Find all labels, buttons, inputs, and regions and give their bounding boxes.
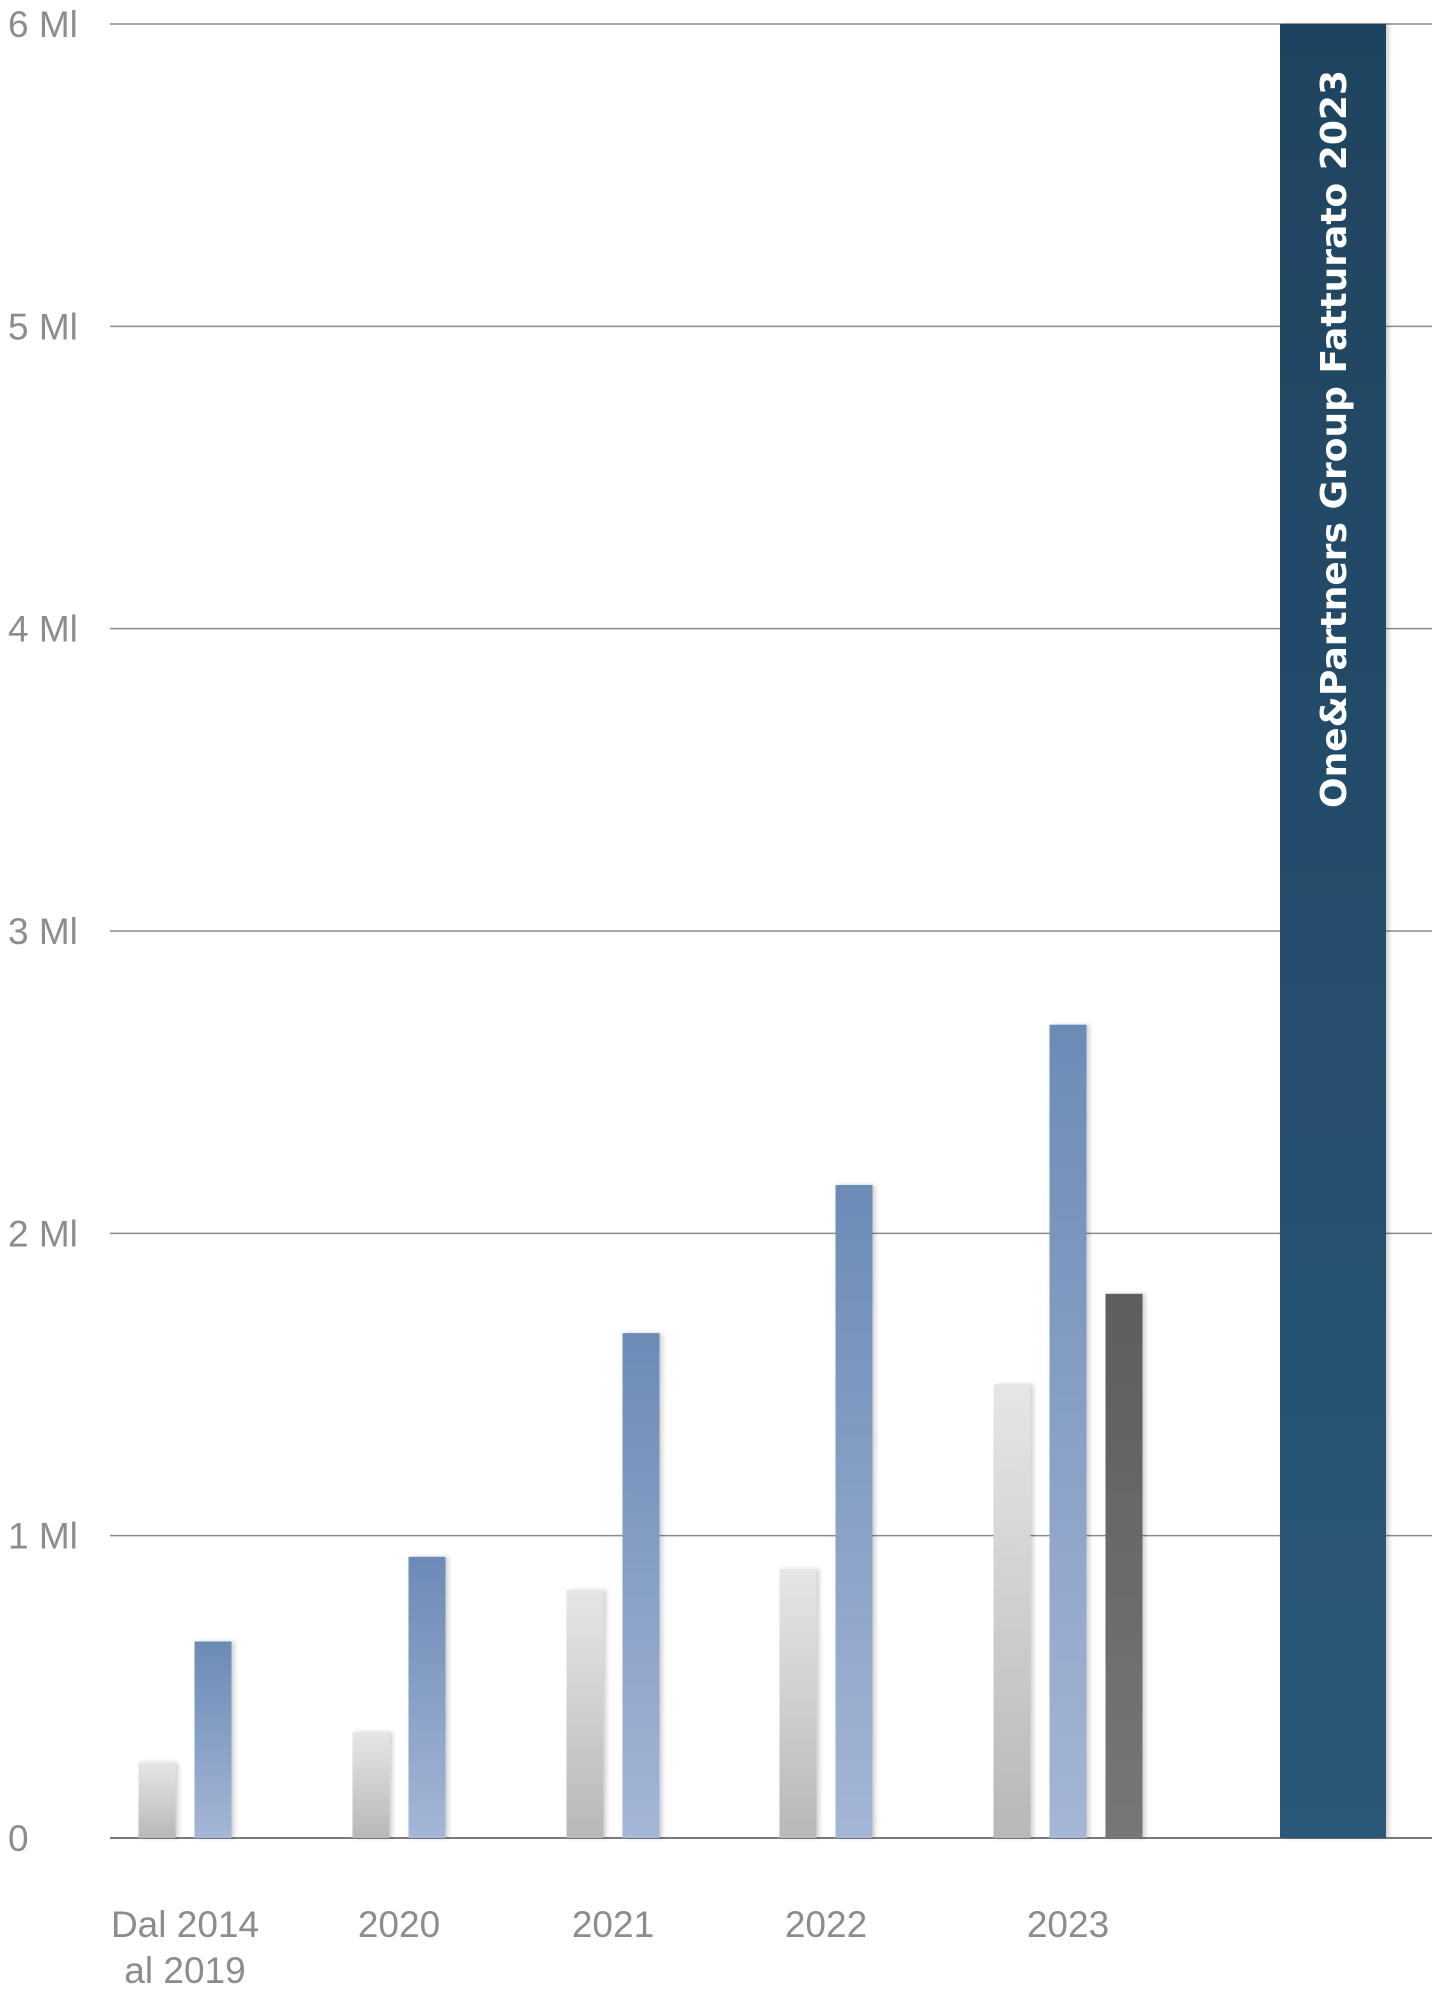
y-tick-label: 0: [8, 1818, 29, 1859]
x-category-label: Dal 2014 al 2019: [111, 1904, 259, 1991]
x-axis-category-labels: Dal 2014 al 2019 2020 2021 2022 2023: [111, 1904, 1109, 1991]
bar-series-1: [779, 1568, 817, 1838]
gridlines: [110, 23, 1432, 1839]
y-axis-tick-labels: 0 1 Ml 2 Ml 3 Ml 4 Ml 5 Ml 6 Ml: [8, 4, 78, 1859]
x-category-label: 2023: [1027, 1904, 1109, 1945]
highlight-bar: [1280, 24, 1386, 1838]
y-tick-label: 2 Ml: [8, 1213, 78, 1254]
bar-series-1: [138, 1762, 176, 1838]
bar-series-1: [566, 1590, 604, 1838]
bar-series-2: [835, 1184, 873, 1838]
x-category-label: 2022: [785, 1904, 867, 1945]
bar-series-2: [1049, 1024, 1087, 1838]
bar-series-1: [993, 1384, 1031, 1838]
y-tick-label: 6 Ml: [8, 4, 78, 45]
bar-series-2: [408, 1556, 446, 1838]
y-tick-label: 5 Ml: [8, 306, 78, 347]
bar-series-2: [194, 1641, 232, 1838]
y-tick-label: 3 Ml: [8, 911, 78, 952]
x-category-label: 2020: [358, 1904, 440, 1945]
bar-series-3: [1105, 1293, 1143, 1838]
y-tick-label: 1 Ml: [8, 1516, 78, 1557]
y-tick-label: 4 Ml: [8, 609, 78, 650]
highlight-bar-label: One&Partners Group Fatturato 2023: [1314, 70, 1355, 808]
bars: One&Partners Group Fatturato 2023: [138, 24, 1386, 1838]
x-category-label: 2021: [572, 1904, 654, 1945]
bar-series-1: [352, 1732, 390, 1838]
bar-series-2: [622, 1333, 660, 1838]
